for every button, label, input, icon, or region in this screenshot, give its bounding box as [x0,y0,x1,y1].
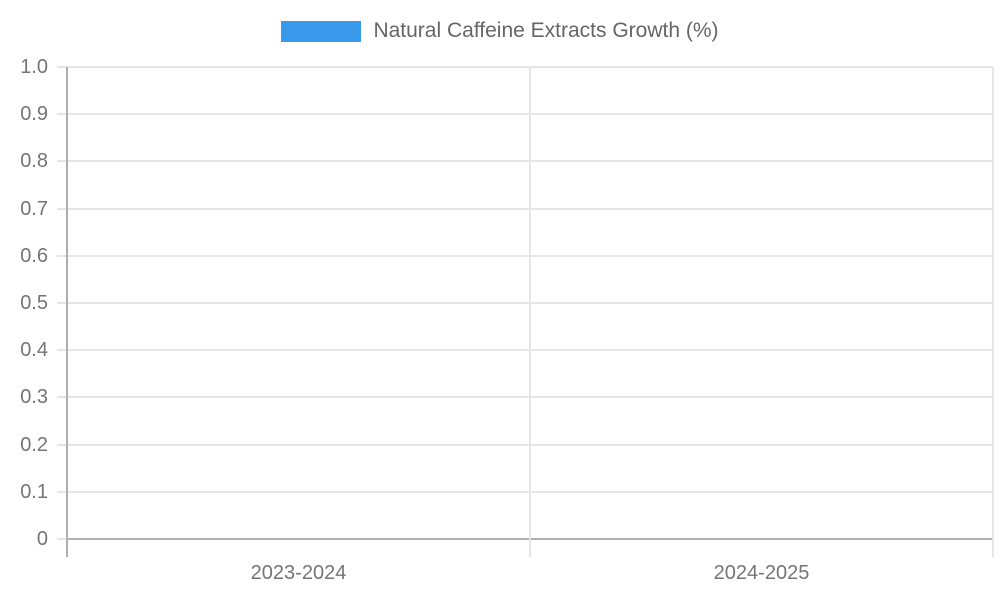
y-tick-mark [57,302,67,304]
chart-legend-item[interactable]: Natural Caffeine Extracts Growth (%) [0,20,1000,42]
y-tick-label: 0.5 [20,292,48,314]
y-tick-mark [57,443,67,446]
legend-color-swatch [281,20,362,42]
legend-label: Natural Caffeine Extracts Growth (%) [373,19,719,42]
y-tick-mark [57,207,67,210]
x-tick-label: 2023-2024 [250,562,347,584]
y-tick-label: 0.9 [20,103,48,126]
y-tick-mark [57,538,67,540]
y-tick-label: 0.6 [20,244,48,267]
y-tick-label: 0.1 [20,480,48,503]
y-tick-label: 1.0 [20,56,48,78]
y-tick-label: 0.3 [20,386,48,409]
y-tick-mark [57,160,67,163]
y-tick-mark [57,254,67,257]
y-axis-line [66,67,68,557]
y-tick-label: 0.8 [20,150,48,173]
y-tick-label: 0.2 [20,433,48,456]
x-gridline [529,67,531,557]
y-tick-label: 0.4 [20,339,48,362]
y-tick-label: 0 [36,528,48,550]
x-tick-label: 2024-2025 [713,562,810,584]
x-gridline [992,67,994,557]
y-tick-mark [57,396,67,399]
y-tick-mark [57,490,67,493]
y-tick-mark [57,349,67,352]
y-tick-label: 0.7 [20,197,48,220]
y-tick-mark [57,113,67,116]
y-tick-mark [57,66,67,68]
